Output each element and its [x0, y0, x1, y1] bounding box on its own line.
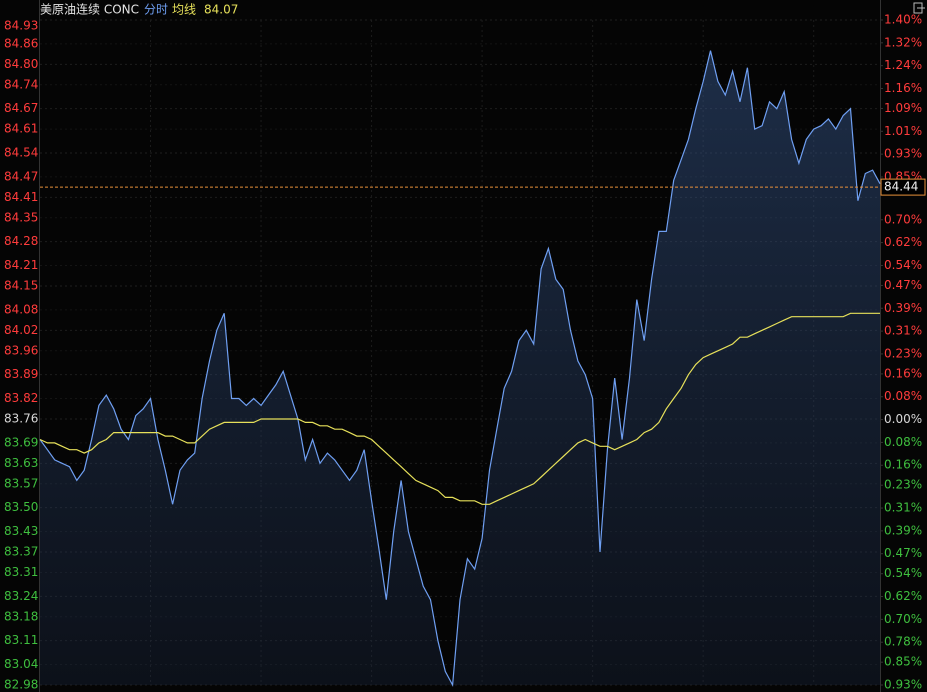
- y2-tick-label: 0.23%: [884, 346, 922, 360]
- y-tick-label: 83.57: [4, 476, 38, 490]
- y-tick-label: 84.67: [4, 101, 38, 115]
- y2-tick-label: 1.16%: [884, 81, 922, 95]
- y-tick-label: 83.37: [4, 545, 38, 559]
- y-tick-label: 84.54: [4, 146, 38, 160]
- y-tick-label: 83.31: [4, 565, 38, 579]
- y-tick-label: 82.98: [4, 678, 38, 692]
- y-tick-label: 84.21: [4, 258, 38, 272]
- y2-tick-label: 0.62%: [884, 589, 922, 603]
- y-tick-label: 84.08: [4, 302, 38, 316]
- y-tick-label: 83.96: [4, 343, 38, 357]
- y2-tick-label: 0.39%: [884, 301, 922, 315]
- y2-tick-label: 0.93%: [884, 678, 922, 692]
- y-tick-label: 84.61: [4, 122, 38, 136]
- avg-line: [39, 312, 880, 505]
- y-tick-label: 83.50: [4, 500, 38, 514]
- avg-label: 均线: [172, 3, 196, 17]
- instrument: 美原油连续 CONC: [40, 2, 139, 17]
- y2-tick-label: 0.23%: [884, 478, 922, 492]
- y2-tick-label: 0.54%: [884, 258, 922, 272]
- y2-tick-label: 0.08%: [884, 389, 922, 403]
- y-tick-label: 83.63: [4, 456, 38, 470]
- y-tick-label: 83.18: [4, 609, 38, 623]
- y2-tick-label: 0.47%: [884, 546, 922, 560]
- y-tick-label: 84.02: [4, 323, 38, 337]
- last-price-box: [880, 178, 926, 196]
- y-tick-label: 83.69: [4, 435, 38, 449]
- y2-tick-label: 0.00%: [884, 412, 922, 426]
- y-tick-label: 84.93: [4, 19, 38, 33]
- y2-tick-label: 0.54%: [884, 566, 922, 580]
- y-tick-label: 84.47: [4, 169, 38, 183]
- y-tick-label: 83.24: [4, 589, 38, 603]
- y2-tick-label: 1.32%: [884, 35, 922, 49]
- y2-tick-label: 0.47%: [884, 278, 922, 292]
- y-tick-label: 83.82: [4, 391, 38, 405]
- y2-tick-label: 1.40%: [884, 13, 922, 27]
- y-tick-label: 83.04: [4, 657, 38, 671]
- y2-tick-label: 0.62%: [884, 235, 922, 249]
- y-tick-label: 84.15: [4, 279, 38, 293]
- mode: 分时: [144, 3, 168, 17]
- avg-price: 84.07: [204, 3, 238, 17]
- exit-icon[interactable]: [913, 2, 925, 14]
- y-tick-label: 84.80: [4, 57, 38, 71]
- y-tick-label: 84.74: [4, 77, 38, 91]
- y2-tick-label: 0.70%: [884, 612, 922, 626]
- price-line: [39, 50, 881, 688]
- y-tick-label: 84.35: [4, 210, 38, 224]
- y2-tick-label: 0.85%: [884, 655, 922, 669]
- y-tick-label: 84.86: [4, 36, 38, 50]
- y2-tick-label: 0.78%: [884, 635, 922, 649]
- y2-tick-label: 0.39%: [884, 523, 922, 537]
- last-price-label: 84.44: [884, 180, 918, 194]
- y2-tick-label: 0.16%: [884, 366, 922, 380]
- y2-tick-label: 1.24%: [884, 58, 922, 72]
- y2-tick-label: 0.70%: [884, 212, 922, 226]
- y-tick-label: 83.76: [4, 412, 38, 426]
- y2-tick-label: 0.31%: [884, 324, 922, 338]
- y2-tick-label: 0.16%: [884, 458, 922, 472]
- y2-tick-label: 0.31%: [884, 501, 922, 515]
- y2-tick-label: 1.01%: [884, 124, 922, 138]
- y-tick-label: 83.43: [4, 524, 38, 538]
- y2-tick-label: 0.08%: [884, 435, 922, 449]
- y-tick-label: 84.28: [4, 234, 38, 248]
- y-tick-label: 83.89: [4, 367, 38, 381]
- y2-tick-label: 1.09%: [884, 101, 922, 115]
- y2-tick-label: 0.93%: [884, 147, 922, 161]
- y-tick-label: 84.41: [4, 190, 38, 204]
- y-tick-label: 83.11: [4, 633, 38, 647]
